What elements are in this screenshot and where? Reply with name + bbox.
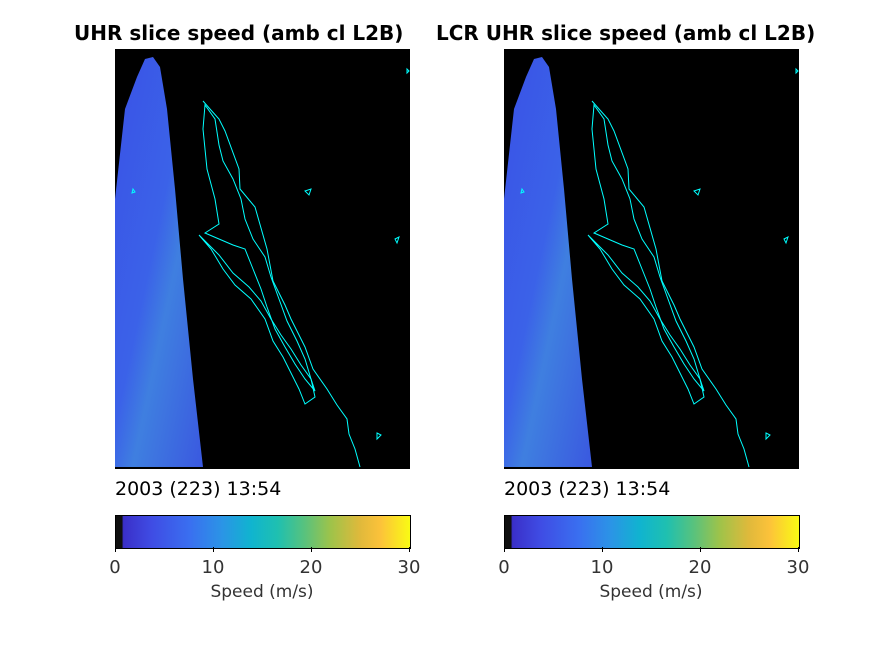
right-colorbar-tick-label: 10 — [590, 557, 614, 578]
coastline-islands — [131, 67, 410, 441]
swath-region — [115, 57, 203, 467]
left-map-canvas — [115, 57, 410, 468]
right-colorbar-tick — [798, 547, 799, 552]
left-colorbar-tick-label: 0 — [109, 557, 121, 578]
right-colorbar-tick-label: 30 — [786, 557, 810, 578]
left-colorbar-tick-label: 30 — [397, 557, 421, 578]
coastline-gulf — [202, 103, 316, 392]
right-panel-title: LCR UHR slice speed (amb cl L2B) — [436, 21, 816, 45]
coastline-gulf — [591, 103, 705, 392]
left-colorbar-tick — [115, 547, 116, 552]
left-colorbar-tick — [213, 547, 214, 552]
right-colorbar-tick-label: 20 — [688, 557, 712, 578]
right-wind-map — [504, 49, 799, 469]
left-panel-title: UHR slice speed (amb cl L2B) — [74, 21, 404, 45]
left-colorbar-tick-label: 10 — [201, 557, 225, 578]
right-colorbar — [504, 515, 800, 549]
left-colorbar-label: Speed (m/s) — [210, 582, 314, 602]
left-colorbar-tick-label: 20 — [299, 557, 323, 578]
right-colorbar-tick — [700, 547, 701, 552]
left-colorbar-tick — [311, 547, 312, 552]
swath-region — [504, 57, 592, 467]
left-wind-map — [115, 49, 410, 469]
left-timestamp: 2003 (223) 13:54 — [115, 478, 282, 500]
right-colorbar-label: Speed (m/s) — [599, 582, 703, 602]
coastline-peninsula — [587, 234, 705, 405]
right-map-canvas — [504, 57, 799, 468]
coastline-outer — [202, 100, 361, 468]
right-timestamp: 2003 (223) 13:54 — [504, 478, 671, 500]
coastline-islands — [520, 67, 799, 441]
coastline-outer — [591, 100, 750, 468]
right-colorbar-tick — [504, 547, 505, 552]
right-colorbar-tick-label: 0 — [498, 557, 510, 578]
right-colorbar-tick — [602, 547, 603, 552]
left-colorbar-tick — [409, 547, 410, 552]
left-colorbar — [115, 515, 411, 549]
coastline-peninsula — [198, 234, 316, 405]
